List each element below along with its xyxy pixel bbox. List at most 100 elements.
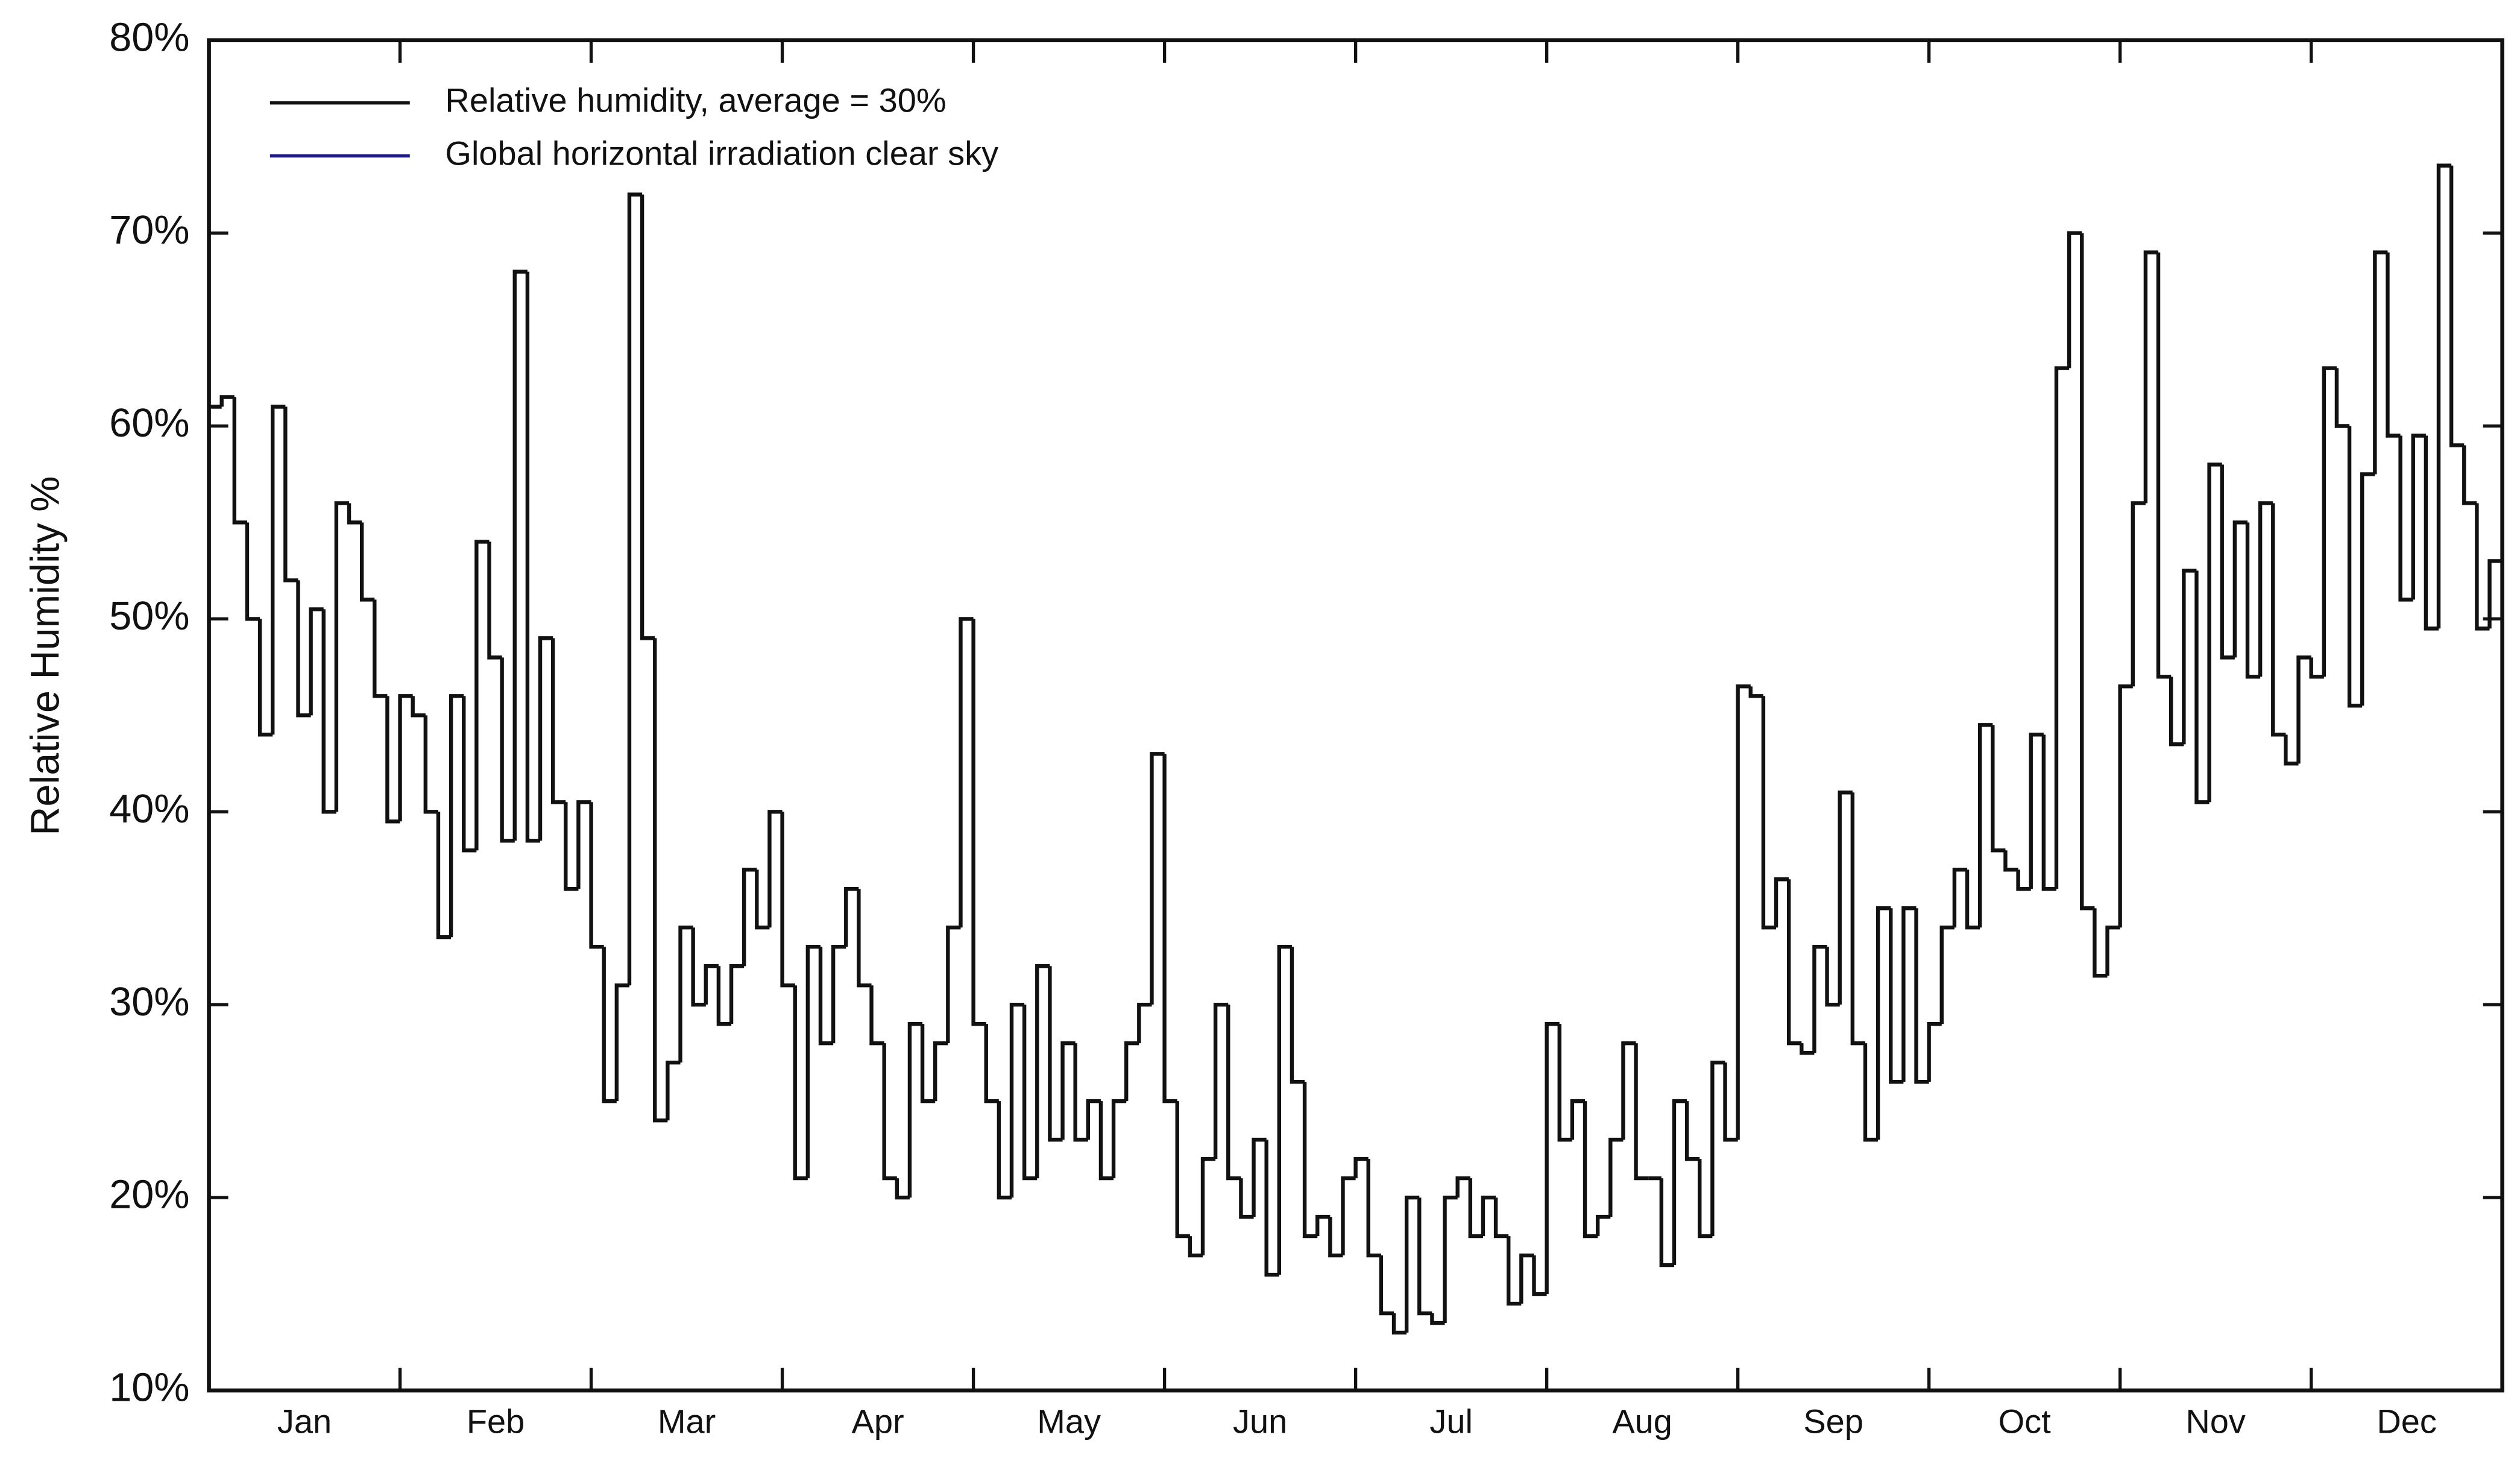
y-tick-label: 70% (109, 208, 189, 253)
step-segment (1786, 879, 1802, 1046)
legend-label: Global horizontal irradiation clear sky (445, 134, 998, 172)
x-tick-label: Mar (658, 1403, 716, 1441)
step-segment (602, 947, 617, 1103)
step-segment (1213, 1002, 1229, 1160)
step-segment (232, 397, 247, 525)
y-tick-label: 10% (109, 1366, 189, 1410)
step-segment (2245, 522, 2261, 679)
step-segment (1800, 1043, 1815, 1055)
step-segment (1684, 1101, 1700, 1161)
y-tick-label: 60% (109, 401, 189, 446)
step-segment (1710, 1060, 1725, 1237)
step-segment (2003, 850, 2018, 872)
step-segment (857, 889, 872, 988)
step-segment (2194, 570, 2210, 804)
step-segment (1659, 1178, 1674, 1267)
step-segment (882, 1043, 897, 1181)
step-segment (2029, 733, 2044, 889)
step-segment (1252, 1137, 1267, 1217)
step-segment (309, 607, 324, 716)
step-segment (359, 522, 375, 602)
step-segment (271, 405, 286, 735)
step-segment (2436, 163, 2452, 629)
step-segment (1939, 926, 1955, 1024)
step-segment (2386, 252, 2401, 438)
step-segment (2016, 869, 2031, 891)
step-segment (2143, 250, 2159, 503)
x-tick-label: Oct (1999, 1403, 2052, 1441)
step-segment (1595, 1214, 1611, 1237)
step-segment (907, 1021, 923, 1198)
step-segment (2131, 501, 2146, 687)
step-segment (385, 696, 400, 824)
step-segment (2462, 445, 2477, 505)
step-segment (1838, 791, 1853, 1005)
step-segment (2309, 657, 2324, 679)
step-segment (1086, 1099, 1101, 1140)
x-tick-label: May (1037, 1403, 1101, 1441)
step-segment (691, 927, 706, 1007)
step-segment (1532, 1255, 1547, 1296)
step-segment (1977, 723, 1993, 928)
step-segment (1557, 1024, 1572, 1142)
step-segment (984, 1024, 999, 1103)
step-segment (550, 638, 566, 804)
step-segment (2411, 434, 2426, 600)
step-segment (1379, 1255, 1394, 1316)
step-segment (959, 617, 974, 928)
step-segment (2207, 462, 2222, 803)
step-segment (805, 945, 821, 1179)
step-segment (666, 1060, 681, 1121)
step-segment (512, 270, 528, 841)
step-segment (1111, 1099, 1127, 1179)
step-segment (1634, 1043, 1649, 1181)
step-segment (2067, 231, 2082, 368)
step-segment (589, 802, 604, 949)
step-segment (1698, 1159, 1713, 1239)
step-segment (576, 800, 591, 889)
step-segment (742, 868, 757, 967)
step-segment (1009, 1002, 1025, 1198)
step-segment (793, 985, 808, 1181)
step-segment (1430, 1313, 1445, 1325)
step-segment (716, 966, 732, 1026)
step-segment (2182, 569, 2197, 745)
step-segment (411, 696, 426, 718)
step-segment (1264, 1140, 1279, 1277)
step-segment (2041, 734, 2056, 891)
step-segment (1965, 869, 1980, 930)
step-segment (895, 1178, 910, 1200)
step-segment (933, 1041, 948, 1102)
step-segment (2475, 503, 2490, 631)
step-segment (1481, 1195, 1496, 1237)
step-segment (296, 580, 311, 718)
step-segment (564, 802, 579, 891)
step-segment (321, 609, 336, 814)
step-segment (2080, 233, 2095, 910)
step-segment (1150, 752, 1165, 1005)
x-tick-label: Jun (1233, 1403, 1287, 1441)
step-segment (1035, 964, 1050, 1179)
step-segment (767, 810, 783, 928)
step-segment (462, 696, 477, 853)
step-segment (2424, 435, 2439, 631)
step-segment (1404, 1195, 1420, 1333)
step-segment (1341, 1176, 1356, 1256)
step-segment (1889, 908, 1904, 1084)
step-segment (1443, 1195, 1458, 1324)
step-segment (1162, 754, 1177, 1103)
step-segment (2347, 426, 2363, 708)
step-segment (1545, 1021, 1560, 1295)
step-segment (755, 869, 770, 930)
step-segment (2334, 368, 2350, 428)
step-segment (1239, 1178, 1254, 1219)
step-segment (1519, 1253, 1534, 1304)
step-segment (2487, 559, 2503, 629)
step-segment (1507, 1236, 1522, 1306)
step-segment (997, 1101, 1012, 1200)
step-segment (1927, 1021, 1942, 1082)
legend-label: Relative humidity, average = 30% (445, 81, 946, 119)
step-segment (614, 983, 629, 1102)
step-segment (818, 947, 834, 1046)
